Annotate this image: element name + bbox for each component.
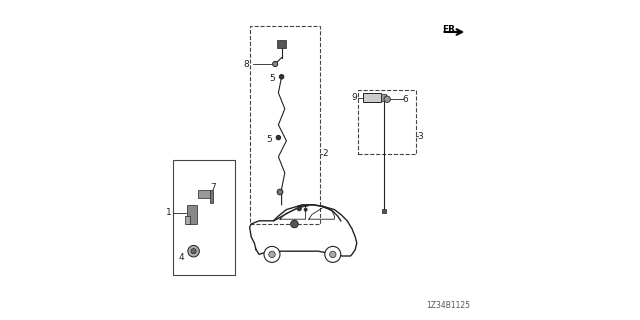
Text: 1Z34B1125: 1Z34B1125 <box>426 301 470 310</box>
Circle shape <box>273 61 278 67</box>
Bar <box>364 93 381 102</box>
Circle shape <box>384 96 390 102</box>
Circle shape <box>330 251 336 258</box>
Circle shape <box>325 246 341 262</box>
Bar <box>381 94 385 101</box>
Bar <box>277 40 287 48</box>
Text: 8: 8 <box>244 60 249 68</box>
Circle shape <box>297 206 301 211</box>
Text: 9: 9 <box>352 93 357 102</box>
Circle shape <box>264 246 280 262</box>
Text: 3: 3 <box>417 132 422 140</box>
Text: 4: 4 <box>179 253 184 262</box>
Bar <box>173 160 236 275</box>
Text: 2: 2 <box>322 149 328 158</box>
Bar <box>383 209 385 213</box>
Bar <box>185 216 190 224</box>
Circle shape <box>276 135 280 140</box>
Text: 5: 5 <box>266 135 271 144</box>
Text: FR.: FR. <box>442 25 459 34</box>
Circle shape <box>304 208 307 211</box>
Bar <box>250 26 320 224</box>
Circle shape <box>291 220 298 228</box>
Bar <box>187 205 197 224</box>
Circle shape <box>188 245 200 257</box>
Circle shape <box>269 251 275 258</box>
Circle shape <box>277 189 283 195</box>
Bar <box>210 190 214 203</box>
Text: 7: 7 <box>210 183 216 192</box>
Circle shape <box>280 75 284 79</box>
Text: 5: 5 <box>269 74 275 83</box>
Text: 6: 6 <box>402 95 408 104</box>
Bar <box>198 190 211 198</box>
Text: 1: 1 <box>166 208 172 217</box>
Bar <box>358 90 416 154</box>
Circle shape <box>191 249 196 254</box>
